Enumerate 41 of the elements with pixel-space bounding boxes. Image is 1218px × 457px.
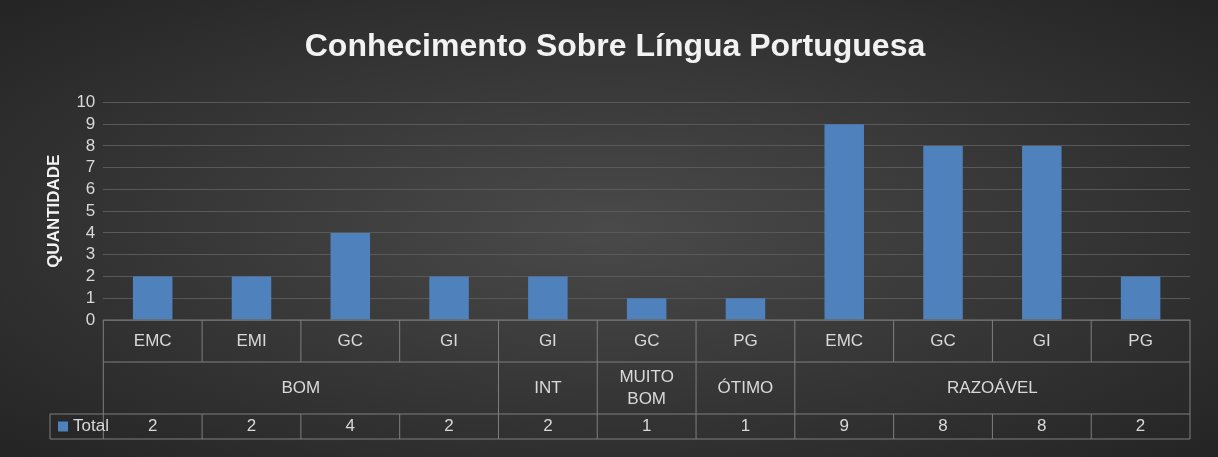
- x-tick-label: EMC: [133, 330, 172, 350]
- x-tick-label: GC: [337, 330, 364, 350]
- x-tick-label: GC: [930, 330, 956, 350]
- y-tick-label: 3: [85, 244, 96, 264]
- data-label: 4: [345, 416, 356, 436]
- data-label: 1: [740, 416, 751, 436]
- data-label: 2: [147, 416, 158, 436]
- data-label: 9: [839, 416, 849, 436]
- y-tick-label: 9: [85, 113, 96, 133]
- x-tick-label: EMC: [825, 330, 864, 350]
- data-label: 8: [1037, 416, 1047, 436]
- data-label: 2: [246, 416, 257, 436]
- y-tick-label: 0: [85, 309, 96, 329]
- y-tick-label: 7: [85, 157, 96, 177]
- x-tick-label: GI: [538, 330, 557, 350]
- y-tick-label: 1: [85, 287, 96, 307]
- y-tick-label: 5: [85, 200, 96, 220]
- text: INT: [534, 377, 562, 397]
- x-tick-label: GI: [1032, 330, 1051, 350]
- data-label: 2: [1135, 416, 1146, 436]
- x-tick-label: PG: [1128, 330, 1153, 350]
- x-tick-label: PG: [733, 330, 758, 350]
- legend-label: Total: [73, 416, 109, 436]
- data-label: 1: [641, 416, 652, 436]
- x-tick-label: GI: [440, 330, 459, 350]
- y-axis-title: QUANTIDADE: [43, 154, 63, 268]
- y-tick-label: 4: [85, 222, 96, 242]
- y-tick-label: 10: [76, 92, 96, 112]
- y-tick-label: 6: [85, 179, 96, 199]
- data-label: 2: [444, 416, 454, 436]
- chart-title: Conhecimento Sobre Língua Portuguesa: [304, 27, 926, 64]
- data-label: 8: [938, 416, 948, 436]
- text: BOM: [281, 377, 321, 397]
- text: MUITO BOM: [619, 366, 674, 408]
- text: ÓTIMO: [717, 377, 774, 397]
- x-tick-label: EMI: [236, 330, 267, 350]
- y-tick-label: 2: [85, 266, 96, 286]
- text: RAZOÁVEL: [947, 377, 1038, 397]
- x-tick-label: GC: [633, 330, 660, 350]
- y-tick-label: 8: [85, 135, 96, 155]
- data-label: 2: [543, 416, 553, 436]
